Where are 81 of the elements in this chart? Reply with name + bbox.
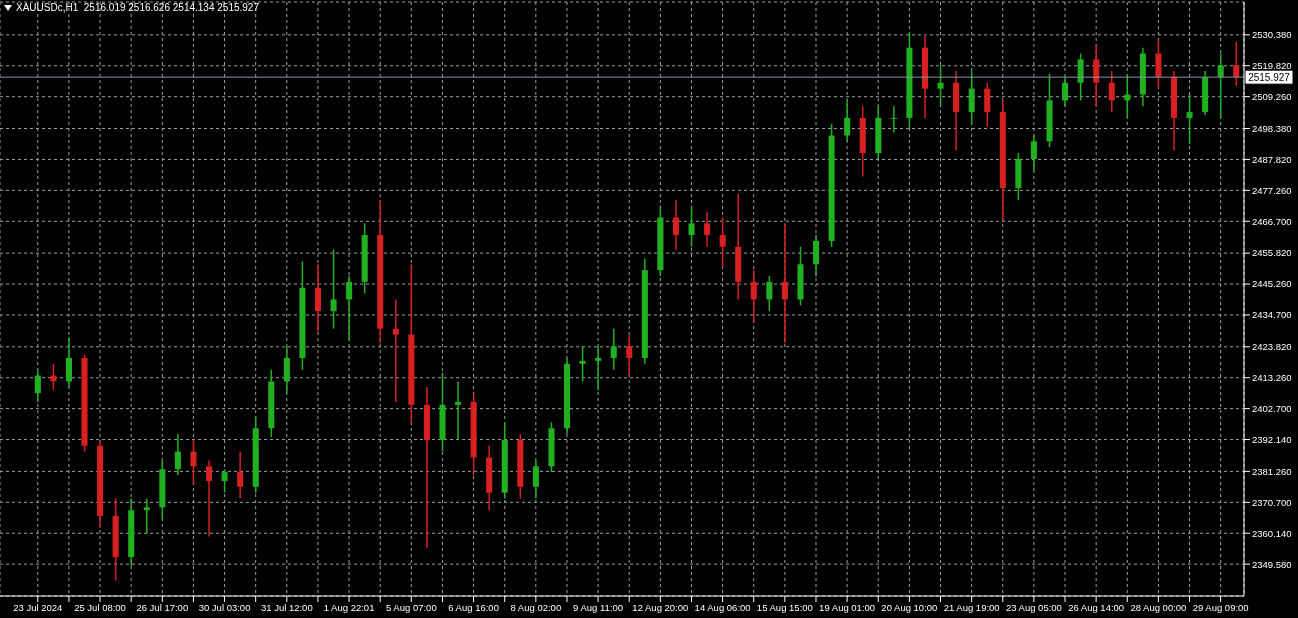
candlestick (1093, 43, 1100, 107)
candlestick (532, 459, 539, 500)
candlestick (314, 263, 322, 333)
y-tick-label: 2487.820 (1252, 153, 1292, 165)
candlestick (1062, 76, 1069, 107)
candlestick (1077, 52, 1084, 102)
x-tick-label: 19 Aug 01:00 (819, 601, 876, 613)
x-tick-label: 12 Aug 20:00 (632, 601, 689, 613)
candlestick (1030, 134, 1037, 172)
y-tick-label: 2519.820 (1252, 60, 1292, 72)
candlestick (392, 298, 399, 403)
y-tick-label: 2530.380 (1252, 29, 1292, 41)
candlestick (34, 368, 41, 403)
y-tick-label: 2370.700 (1252, 496, 1292, 508)
x-tick-label: 30 Jul 03:00 (198, 601, 251, 613)
candlestick (595, 345, 602, 391)
candlestick (968, 70, 975, 125)
ref-line-label: 2515.927 (1248, 72, 1291, 84)
x-tick-label: 8 Aug 02:00 (510, 601, 562, 613)
candlestick (813, 234, 820, 277)
candlestick (283, 345, 290, 394)
candlestick (206, 459, 213, 538)
candlestick (688, 205, 695, 248)
y-tick-label: 2360.140 (1252, 527, 1292, 539)
candlestick (237, 450, 244, 500)
candlestick (1186, 93, 1193, 146)
y-tick-label: 2413.260 (1252, 372, 1292, 384)
candlestick (610, 327, 617, 371)
y-tick-label: 2349.580 (1252, 558, 1292, 570)
candlestick (781, 222, 788, 345)
candlestick (719, 216, 726, 268)
candlestick (766, 275, 773, 312)
x-tick-label: 23 Jul 2024 (13, 601, 63, 613)
chart-title: XAUUSDc,H1 2516.019 2516.626 2514.134 2515.927 (16, 2, 259, 13)
x-tick-label: 23 Aug 05:00 (1005, 601, 1062, 613)
x-tick-label: 29 Aug 09:00 (1192, 601, 1249, 613)
x-tick-label: 21 Aug 19:00 (943, 601, 1000, 613)
x-tick-label: 31 Jul 12:00 (260, 601, 313, 613)
x-tick-label: 15 Aug 15:00 (756, 601, 813, 613)
y-tick-label: 2509.260 (1252, 91, 1292, 103)
candlestick (890, 105, 897, 134)
candlestick (174, 433, 181, 476)
y-tick-label: 2434.700 (1252, 309, 1292, 321)
y-tick-label: 2466.700 (1252, 215, 1292, 227)
candlestick (190, 439, 197, 485)
x-tick-label: 25 Jul 08:00 (74, 601, 126, 613)
candlestick (65, 336, 72, 389)
y-tick-label: 2423.820 (1252, 341, 1292, 353)
candlestick (221, 468, 228, 494)
candlestick (626, 333, 633, 377)
y-tick-label: 2392.140 (1252, 433, 1292, 445)
y-tick-label: 2445.260 (1252, 278, 1292, 290)
candlestick (844, 99, 851, 143)
x-tick-label: 26 Aug 14:00 (1068, 601, 1125, 613)
x-tick-label: 1 Aug 22:01 (323, 601, 375, 613)
x-tick-label: 6 Aug 16:00 (448, 601, 499, 613)
candlestick (346, 275, 353, 342)
y-tick-label: 2455.820 (1252, 247, 1292, 259)
candlestick (455, 380, 462, 441)
x-tick-label: 28 Aug 00:00 (1130, 601, 1187, 613)
candlestick (143, 497, 150, 535)
candlestick (1155, 38, 1162, 90)
x-tick-label: 5 Aug 07:00 (385, 601, 437, 613)
candlestick (1233, 41, 1240, 87)
candlestick (937, 64, 944, 107)
x-tick-label: 20 Aug 10:00 (881, 601, 938, 613)
candlestick (672, 199, 679, 251)
x-tick-label: 26 Jul 17:00 (136, 601, 189, 613)
y-tick-label: 2498.380 (1252, 122, 1292, 134)
y-tick-label: 2477.260 (1252, 184, 1292, 196)
candlestick (330, 248, 337, 330)
x-tick-label: 14 Aug 06:00 (694, 601, 751, 613)
candlestick (750, 269, 757, 324)
candlestick (579, 345, 586, 383)
y-tick-label: 2381.260 (1252, 465, 1292, 477)
candlestick (1217, 52, 1224, 119)
candlestick (984, 82, 991, 128)
candlestick (704, 210, 711, 248)
candlestick (1108, 70, 1115, 113)
y-tick-label: 2402.700 (1252, 403, 1292, 415)
x-tick-label: 9 Aug 11:00 (573, 601, 624, 613)
